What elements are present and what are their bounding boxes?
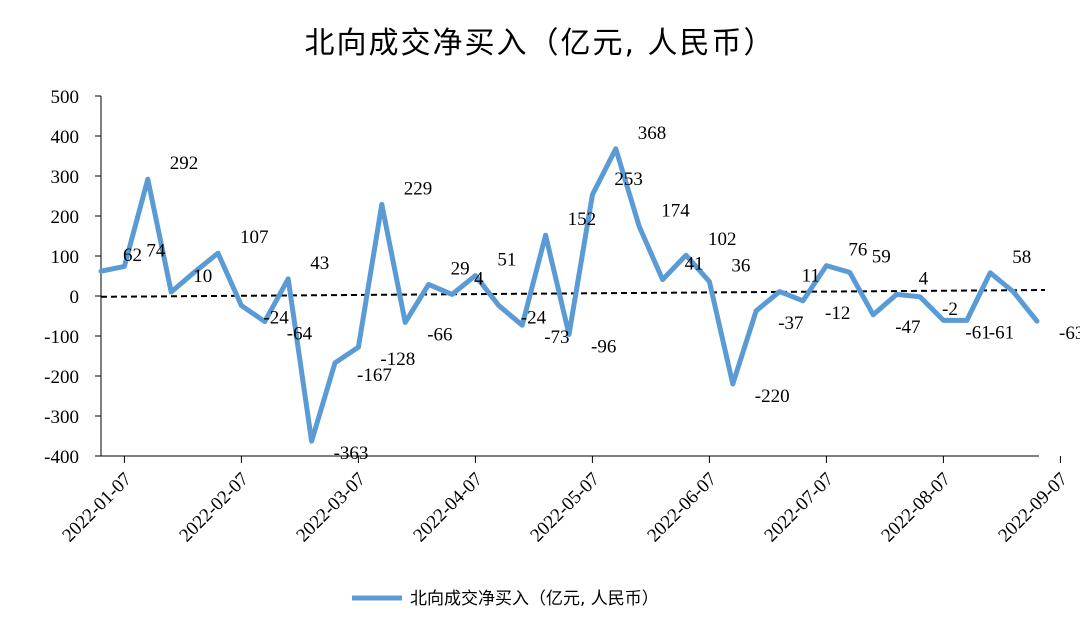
x-tick-label: 2022-03-07 [292,469,370,547]
data-label: -220 [755,386,790,407]
x-tick-label: 2022-09-07 [994,469,1072,547]
y-tick-label: -100 [44,327,79,348]
data-label: 76 [848,240,867,261]
data-label: -73 [544,327,569,348]
data-label: -66 [427,324,452,345]
data-label: -61 [965,322,990,343]
x-tick-label: 2022-02-07 [175,469,253,547]
y-tick-label: 500 [51,87,80,108]
data-label: 11 [802,266,820,287]
data-label: 41 [685,254,704,275]
x-tick-label: 2022-05-07 [526,469,604,547]
data-label: 10 [193,266,212,287]
trendline-group [100,289,1046,298]
trendline [100,289,1046,298]
data-label: 29 [451,258,470,279]
data-label: 253 [614,169,643,190]
data-label: 102 [708,229,737,250]
chart-title: 北向成交净买入（亿元, 人民币） [304,26,776,61]
data-label: -24 [521,308,547,329]
data-label: -47 [895,317,920,338]
data-label: 174 [661,200,690,221]
x-tick-label: 2022-06-07 [643,469,721,547]
data-label: 62 [123,245,142,266]
data-label: 51 [497,250,516,271]
data-label: 43 [310,253,329,274]
y-tick-label: -400 [44,447,79,468]
data-labels: 62 7429210107-24-6443-363-167-128229-6629… [123,123,1080,464]
x-tick-label: 2022-08-07 [877,469,955,547]
data-label: -128 [380,349,415,370]
data-label: -2 [942,299,958,320]
data-label: -37 [778,313,803,334]
data-label: -12 [825,303,850,324]
data-label: -63 [1059,323,1080,344]
tick-labels: 500 400 300 200 100 0 -100 -200 -300 -4002022-01-… [44,87,1072,547]
data-label: -363 [334,443,369,464]
x-tick-label: 2022-07-07 [760,469,838,547]
data-label: 229 [404,178,433,199]
x-tick-label: 2022-01-07 [58,469,136,547]
y-tick-label: 400 [51,127,80,148]
y-tick-label: -200 [44,367,79,388]
data-label: 4 [474,268,484,289]
data-label: 292 [170,153,199,174]
data-label: 368 [638,123,667,144]
data-label: 152 [568,209,597,230]
x-tick-label: 2022-04-07 [409,469,487,547]
series-group [98,146,1040,444]
data-label: 58 [1012,247,1031,268]
legend: 北向成交净买入（亿元, 人民币） [352,589,659,609]
data-label: 107 [240,227,269,248]
data-label: -61 [989,322,1014,343]
y-tick-label: 0 [70,287,80,308]
data-label: -167 [357,365,392,386]
y-tick-label: -300 [44,407,79,428]
axes [95,95,1061,463]
y-tick-label: 300 [51,167,80,188]
data-label: -24 [263,308,289,329]
data-label: -96 [591,336,616,357]
y-tick-label: 100 [51,247,80,268]
legend-label: 北向成交净买入（亿元, 人民币） [410,589,659,609]
data-label: 36 [731,256,750,277]
data-label: 74 [146,240,166,261]
data-label: 4 [919,268,929,289]
y-tick-label: 200 [51,207,80,228]
data-label: 59 [872,246,891,267]
data-label: -64 [287,324,313,345]
